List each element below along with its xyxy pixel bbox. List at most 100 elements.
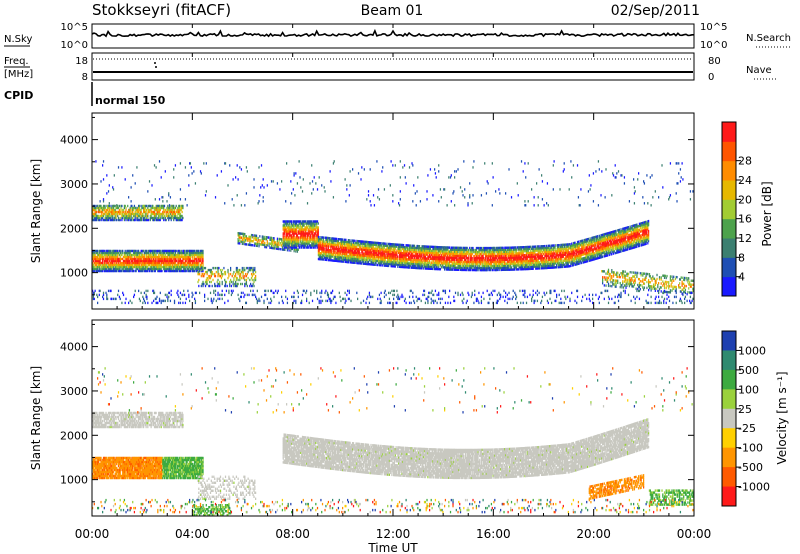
power-cell bbox=[138, 210, 140, 214]
power-cell bbox=[115, 257, 117, 261]
power-cell bbox=[111, 206, 113, 210]
power-cell bbox=[132, 261, 134, 265]
power-cell bbox=[145, 208, 147, 212]
power-cell bbox=[128, 259, 130, 263]
power-cell bbox=[143, 218, 145, 222]
power-cell bbox=[121, 269, 123, 273]
power-cell bbox=[102, 251, 105, 255]
power-cell bbox=[353, 239, 355, 242]
power-cell bbox=[113, 253, 115, 257]
power-cell bbox=[96, 267, 98, 271]
power-cell bbox=[92, 251, 95, 255]
power-cell bbox=[154, 212, 156, 216]
power-cell bbox=[144, 206, 146, 210]
power-cell bbox=[105, 204, 107, 208]
power-cell bbox=[111, 218, 113, 222]
power-cell bbox=[103, 218, 105, 222]
power-cell bbox=[130, 206, 132, 210]
power-cell bbox=[106, 214, 108, 218]
power-cell bbox=[107, 206, 109, 210]
power-cell bbox=[159, 212, 161, 216]
power-cell bbox=[119, 261, 121, 265]
power-cell bbox=[158, 212, 160, 216]
power-cell bbox=[245, 235, 248, 238]
power-cell bbox=[210, 280, 212, 284]
freq-frame bbox=[91, 52, 695, 81]
power-cell bbox=[115, 249, 117, 253]
power-cell bbox=[170, 208, 172, 212]
power-cell bbox=[149, 218, 151, 222]
power-cell bbox=[127, 204, 129, 208]
power-cell bbox=[109, 251, 111, 255]
power-cell bbox=[130, 214, 132, 218]
power-cell bbox=[107, 216, 110, 220]
power-cell bbox=[170, 210, 172, 214]
power-cell bbox=[135, 269, 137, 273]
power-cell bbox=[103, 261, 105, 265]
power-cell bbox=[97, 214, 99, 218]
power-cell bbox=[108, 208, 110, 212]
power-cell bbox=[133, 257, 135, 261]
power-cell bbox=[107, 204, 109, 208]
power-cell bbox=[112, 261, 114, 265]
power-cell bbox=[132, 206, 134, 210]
power-cell bbox=[168, 214, 171, 218]
power-cell bbox=[103, 253, 105, 257]
power-cell bbox=[198, 284, 200, 288]
power-cell bbox=[133, 253, 135, 257]
power-cell bbox=[114, 259, 116, 263]
power-cell bbox=[166, 208, 168, 212]
power-cell bbox=[130, 257, 132, 261]
power-cell bbox=[153, 206, 156, 210]
power-cell bbox=[116, 263, 118, 267]
date-title: 02/Sep/2011 bbox=[611, 3, 700, 19]
power-cell bbox=[179, 204, 181, 208]
power-cell bbox=[219, 280, 221, 284]
power-cell bbox=[124, 269, 126, 273]
power-cell bbox=[126, 249, 128, 253]
power-cell bbox=[99, 253, 101, 257]
power-cell bbox=[253, 284, 255, 288]
power-cell bbox=[317, 235, 320, 239]
power-cell bbox=[98, 257, 100, 261]
power-cell bbox=[136, 208, 138, 212]
power-cell bbox=[109, 218, 111, 222]
power-cell bbox=[120, 251, 122, 255]
power-cell bbox=[106, 253, 108, 257]
power-cell bbox=[128, 210, 131, 214]
power-cell bbox=[125, 269, 127, 273]
power-cell bbox=[123, 206, 126, 210]
power-cell bbox=[94, 267, 96, 271]
power-cell bbox=[163, 204, 166, 208]
power-cell bbox=[133, 257, 136, 261]
power-cell bbox=[110, 257, 112, 261]
power-cell bbox=[119, 259, 121, 263]
power-cell bbox=[108, 251, 110, 255]
power-cell bbox=[157, 218, 159, 222]
power-cell bbox=[152, 204, 154, 208]
power-cell bbox=[92, 210, 94, 214]
power-cell bbox=[122, 214, 124, 218]
power-cell bbox=[93, 249, 95, 253]
power-cell bbox=[131, 261, 133, 265]
power-cell bbox=[102, 216, 104, 220]
power-cell bbox=[176, 216, 178, 220]
power-cell bbox=[163, 204, 165, 208]
power-cell bbox=[123, 216, 126, 220]
power-cell bbox=[152, 210, 154, 214]
power-cell bbox=[168, 214, 170, 218]
power-cell bbox=[176, 218, 178, 222]
power-cell bbox=[111, 208, 113, 212]
power-cell bbox=[149, 204, 151, 208]
power-cell bbox=[164, 216, 166, 220]
power-cell bbox=[182, 204, 184, 208]
power-cell bbox=[107, 216, 109, 220]
power-cell bbox=[127, 216, 129, 220]
power-cell bbox=[110, 249, 112, 253]
power-cell bbox=[230, 272, 232, 276]
power-cell bbox=[112, 251, 114, 255]
power-cell bbox=[137, 216, 139, 220]
power-cell bbox=[129, 214, 131, 218]
power-cell bbox=[94, 261, 96, 265]
power-cell bbox=[178, 212, 180, 216]
